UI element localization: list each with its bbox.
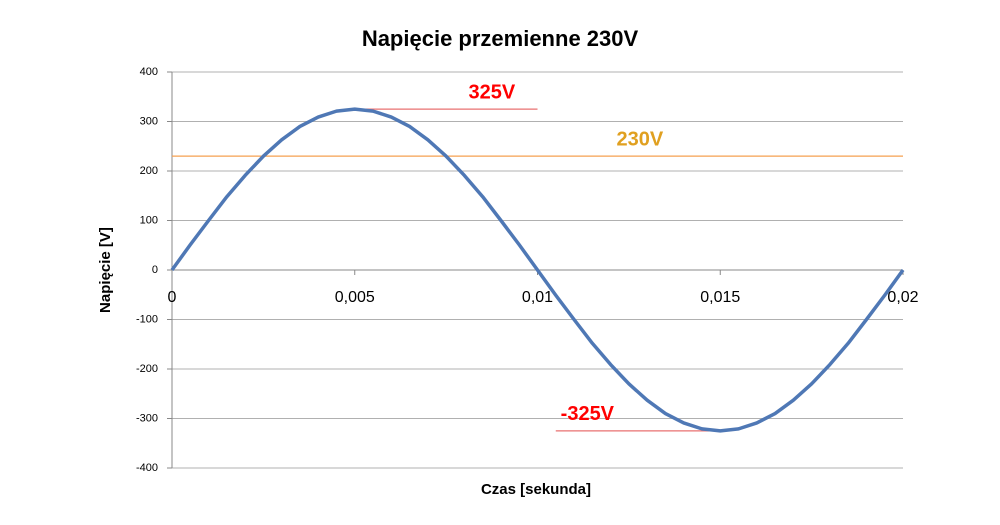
y-tick-label: 400	[140, 66, 158, 78]
y-tick-label: 0	[152, 264, 158, 276]
y-tick-label: 200	[140, 165, 158, 177]
x-tick-label: 0,01	[522, 289, 553, 306]
x-tick-label: 0,015	[700, 289, 740, 306]
data-line	[170, 107, 905, 433]
y-tick-label: 100	[140, 214, 158, 226]
y-tick-label: -400	[136, 462, 158, 474]
chart-title: Napięcie przemienne 230V	[362, 26, 639, 51]
annotation-label: -325V	[561, 403, 615, 425]
y-tick-label: -100	[136, 313, 158, 325]
x-tick-label: 0	[168, 289, 177, 306]
x-axis-label: Czas [sekunda]	[481, 481, 591, 498]
y-tick-label: -200	[136, 363, 158, 375]
x-tick-label: 0,02	[887, 289, 918, 306]
y-tick-label: 300	[140, 115, 158, 127]
y-tick-label: -300	[136, 412, 158, 424]
y-axis-label: Napięcie [V]	[97, 227, 114, 313]
annotation-label: 230V	[616, 128, 663, 150]
x-tick-label: 0,005	[335, 289, 375, 306]
annotation-label: 325V	[468, 81, 515, 103]
